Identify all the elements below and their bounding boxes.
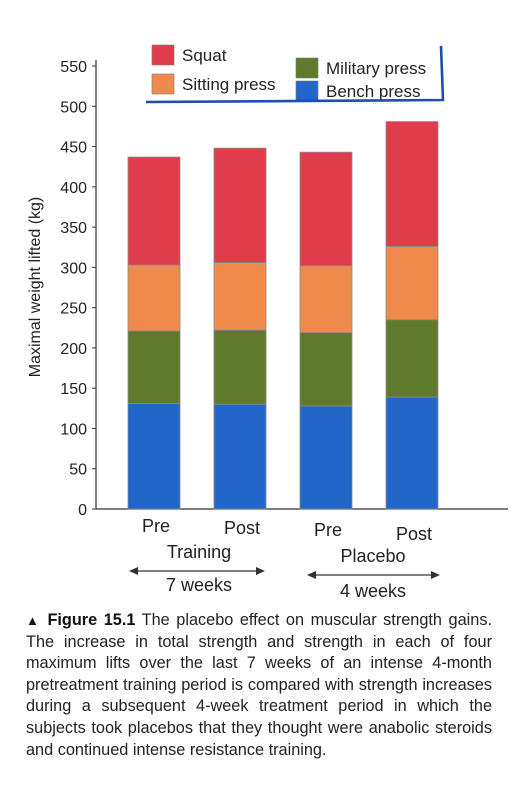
bar-sitting-press-0 (127, 264, 181, 332)
y-tick-label: 350 (60, 220, 87, 237)
bar-bench-press-2 (299, 405, 353, 510)
bar-sitting-press-3 (385, 246, 439, 321)
bar-squat-1 (213, 147, 267, 263)
category-labels: Pre Post Pre Post Training 7 weeks Placebo 4 we… (129, 516, 440, 601)
arrow-right-icon (256, 567, 265, 575)
y-tick-label: 450 (60, 140, 87, 157)
figure-caption: ▲ Figure 15.1 The placebo effect on musc… (26, 610, 492, 761)
bar-military-press-3 (385, 319, 439, 398)
bar-military-press-1 (213, 329, 267, 405)
bar-military-press-0 (127, 330, 181, 404)
bar-squat-0 (127, 156, 181, 266)
axes: 0 50 100 150 200 250 300 350 400 450 500 550 Maximal… (27, 59, 508, 519)
bar-squat-2 (299, 151, 353, 267)
y-axis-label: Maximal weight lifted (kg) (27, 197, 44, 378)
bar-sitting-press-1 (213, 262, 267, 331)
arrow-left-icon (307, 571, 316, 579)
duration-label: 7 weeks (166, 575, 232, 595)
legend-swatch-military-press (295, 57, 319, 79)
arrow-right-icon (431, 571, 440, 579)
y-tick-label: 0 (78, 502, 87, 519)
bar-military-press-2 (299, 332, 353, 407)
y-tick-label: 400 (60, 180, 87, 197)
legend: Squat Military press Sitting press Bench pr… (145, 44, 445, 104)
legend-swatch-sitting-press (151, 73, 175, 95)
category-label: Pre (142, 516, 170, 536)
category-label: Post (224, 518, 260, 538)
group-label: Training (167, 542, 231, 562)
bar-bench-press-3 (385, 396, 439, 510)
group-label: Placebo (340, 546, 405, 566)
figure-label: Figure 15.1 (47, 611, 136, 629)
caption-triangle-icon: ▲ (26, 613, 41, 628)
y-tick-label: 300 (60, 260, 87, 277)
bar-squat-3 (385, 121, 439, 247)
legend-label-sitting-press: Sitting press (182, 75, 276, 94)
legend-swatch-squat (151, 44, 175, 66)
y-tick-label: 150 (60, 381, 87, 398)
stacked-bar-chart: 0 50 100 150 200 250 300 350 400 450 500 550 Maximal… (27, 44, 508, 601)
legend-label-military-press: Military press (326, 59, 426, 78)
bars (127, 121, 439, 510)
y-tick-label: 200 (60, 341, 87, 358)
y-tick-label: 550 (60, 59, 87, 76)
y-tick-label: 500 (60, 99, 87, 116)
legend-label-squat: Squat (182, 46, 227, 65)
y-tick-label: 100 (60, 421, 87, 438)
caption-text: The placebo effect on muscular strength … (26, 611, 492, 759)
legend-label-bench-press: Bench press (326, 82, 421, 101)
bar-bench-press-0 (127, 403, 181, 510)
arrow-left-icon (129, 567, 138, 575)
duration-label: 4 weeks (340, 581, 406, 601)
category-label: Pre (314, 520, 342, 540)
category-label: Post (396, 524, 432, 544)
y-tick-label: 50 (69, 462, 87, 479)
legend-swatch-bench-press (295, 80, 319, 102)
legend-border (145, 45, 445, 104)
bar-sitting-press-2 (299, 265, 353, 334)
y-tick-label: 250 (60, 301, 87, 318)
bar-bench-press-1 (213, 403, 267, 510)
